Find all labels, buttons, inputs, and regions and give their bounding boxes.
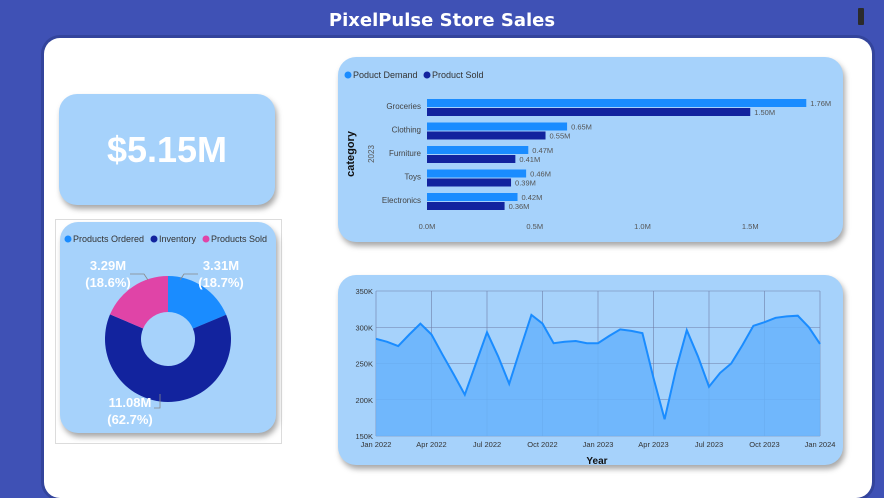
legend-dot-sold	[423, 71, 431, 79]
sales-trend-card[interactable]: 150K 200K 250K 300K 350K Jan 2022 Apr 2022 Jul…	[338, 275, 843, 467]
bar-chart-group-label: 2023	[367, 145, 376, 163]
bar-x-axis-ticks: 0.0M 0.5M 1.0M 1.5M	[419, 222, 759, 231]
bar-label-sold-clothing: 0.55M	[550, 132, 571, 141]
donut-chart[interactable]: Products Ordered Inventory Products Sold…	[60, 222, 276, 433]
area-chart-x-tick-label: Jul 2022	[473, 440, 501, 449]
area-chart-x-tick-label: Oct 2023	[749, 440, 779, 449]
area-chart-x-tick-label: Jan 2024	[805, 440, 836, 449]
bar-sold-groceries[interactable]	[427, 108, 751, 116]
area-chart-y-axis-ticks: 150K 200K 250K 300K 350K	[355, 287, 373, 441]
donut-visual-frame	[55, 219, 282, 444]
area-chart-x-tick-label: Jan 2023	[583, 440, 614, 449]
bar-label-sold-groceries: 1.50M	[754, 108, 775, 117]
legend-label-sold: Product Sold	[432, 70, 484, 80]
demand-vs-sold-card[interactable]: Poduct Demand Product Sold category 2023…	[338, 57, 843, 242]
bar-demand-groceries[interactable]	[427, 99, 807, 107]
donut-slice-products-ordered[interactable]	[168, 276, 227, 329]
area-chart-y-tick-label: 250K	[355, 360, 373, 369]
bar-label-demand-electronics: 0.42M	[522, 193, 543, 202]
bar-sold-electronics[interactable]	[427, 202, 505, 210]
bar-demand-toys[interactable]	[427, 169, 527, 178]
area-chart-fill	[376, 314, 820, 436]
bar-demand-furniture[interactable]	[427, 146, 529, 154]
bar-category-label-toys: Toys	[405, 173, 421, 182]
scrollbar-handle[interactable]	[858, 8, 864, 25]
area-chart-x-tick-label: Jul 2023	[695, 440, 723, 449]
legend-dot-inventory	[150, 235, 158, 243]
bar-category-label-groceries: Groceries	[386, 102, 421, 111]
total-sales-value: $5.15M	[106, 128, 228, 170]
legend-dot-products-sold	[202, 235, 210, 243]
area-chart-y-tick-label: 300K	[355, 323, 373, 332]
bar-x-tick-label: 1.5M	[742, 222, 759, 231]
area-chart-x-tick-label: Apr 2023	[638, 440, 668, 449]
label-leader-inventory	[154, 394, 161, 409]
bar-label-demand-toys: 0.46M	[530, 170, 551, 179]
bar-demand-clothing[interactable]	[427, 122, 568, 131]
donut-data-labels: 3.29M (18.6%) 3.31M (18.7%) 11.08M (62.7…	[85, 258, 244, 427]
data-label-products-ordered-pct: (18.7%)	[198, 275, 244, 290]
donut-slices[interactable]	[105, 276, 231, 402]
legend-label-products-sold: Products Sold	[211, 234, 267, 244]
data-label-products-sold-pct: (18.6%)	[85, 275, 131, 290]
donut-slice-products-sold[interactable]	[110, 276, 168, 329]
bar-label-sold-electronics: 0.36M	[509, 202, 530, 211]
bar-category-label-furniture: Furniture	[389, 149, 422, 158]
bar-sold-toys[interactable]	[427, 178, 512, 187]
area-chart-y-tick-label: 150K	[355, 432, 373, 441]
bar-chart-y-axis-title: category	[345, 130, 357, 177]
data-label-inventory-pct: (62.7%)	[107, 412, 153, 427]
area-chart-x-tick-label: Apr 2022	[416, 440, 446, 449]
area-chart-series[interactable]	[375, 313, 821, 436]
total-sales-card[interactable]: $5.15M	[59, 94, 275, 205]
area-chart-x-tick-label: Jan 2022	[361, 440, 392, 449]
legend-dot-products-ordered	[64, 235, 72, 243]
bar-demand-electronics[interactable]	[427, 193, 518, 201]
bar-x-tick-label: 0.5M	[526, 222, 543, 231]
demand-vs-sold-bar-chart[interactable]: Poduct Demand Product Sold category 2023…	[338, 57, 843, 242]
bar-sold-clothing[interactable]	[427, 131, 546, 140]
dashboard-title: PixelPulse Store Sales	[328, 9, 556, 31]
bar-sold-furniture[interactable]	[427, 155, 516, 163]
area-chart-y-tick-label: 350K	[355, 287, 373, 296]
donut-slice-inventory[interactable]	[105, 314, 231, 402]
legend-label-demand: Poduct Demand	[353, 70, 418, 80]
label-leader-products-ordered	[179, 273, 198, 281]
bar-label-demand-groceries: 1.76M	[810, 99, 831, 108]
sales-trend-area-chart[interactable]: 150K 200K 250K 300K 350K Jan 2022 Apr 2022 Jul…	[338, 275, 843, 467]
bar-label-demand-clothing: 0.65M	[571, 123, 592, 132]
legend-dot-demand	[344, 71, 352, 79]
bar-x-tick-label: 0.0M	[419, 222, 436, 231]
area-chart-y-tick-label: 200K	[355, 396, 373, 405]
bar-legend: Poduct Demand Product Sold	[344, 70, 484, 80]
bar-x-tick-label: 1.0M	[634, 222, 651, 231]
bar-label-sold-furniture: 0.41M	[519, 155, 540, 164]
legend-label-inventory: Inventory	[159, 234, 197, 244]
area-chart-x-tick-label: Oct 2022	[527, 440, 557, 449]
data-label-products-ordered-value: 3.31M	[203, 258, 239, 273]
area-chart-line[interactable]	[375, 313, 821, 420]
data-label-products-sold-value: 3.29M	[90, 258, 126, 273]
bar-category-label-clothing: Clothing	[392, 126, 421, 135]
bar-label-demand-furniture: 0.47M	[532, 146, 553, 155]
data-label-inventory-value: 11.08M	[109, 395, 152, 410]
area-chart-x-axis-ticks: Jan 2022 Apr 2022 Jul 2022 Oct 2022 Jan 2023…	[361, 440, 836, 449]
legend-label-products-ordered: Products Ordered	[73, 234, 144, 244]
label-leader-products-sold	[130, 273, 149, 281]
donut-chart-card[interactable]: Products Ordered Inventory Products Sold…	[60, 222, 276, 433]
area-chart-x-axis-title: Year	[586, 456, 607, 465]
bar-category-label-electronics: Electronics	[382, 196, 421, 205]
donut-legend: Products Ordered Inventory Products Sold	[64, 234, 267, 244]
bar-label-sold-toys: 0.39M	[515, 179, 536, 188]
